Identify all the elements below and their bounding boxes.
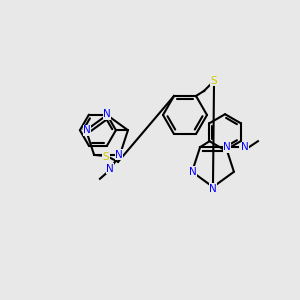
- Text: S: S: [103, 152, 110, 162]
- Text: N: N: [189, 167, 197, 177]
- Text: N: N: [115, 150, 123, 160]
- Text: N: N: [223, 142, 231, 152]
- Text: N: N: [106, 164, 114, 174]
- Text: N: N: [241, 142, 249, 152]
- Text: N: N: [103, 109, 111, 119]
- Text: N: N: [83, 125, 91, 135]
- Text: N: N: [209, 184, 217, 194]
- Text: S: S: [211, 76, 217, 86]
